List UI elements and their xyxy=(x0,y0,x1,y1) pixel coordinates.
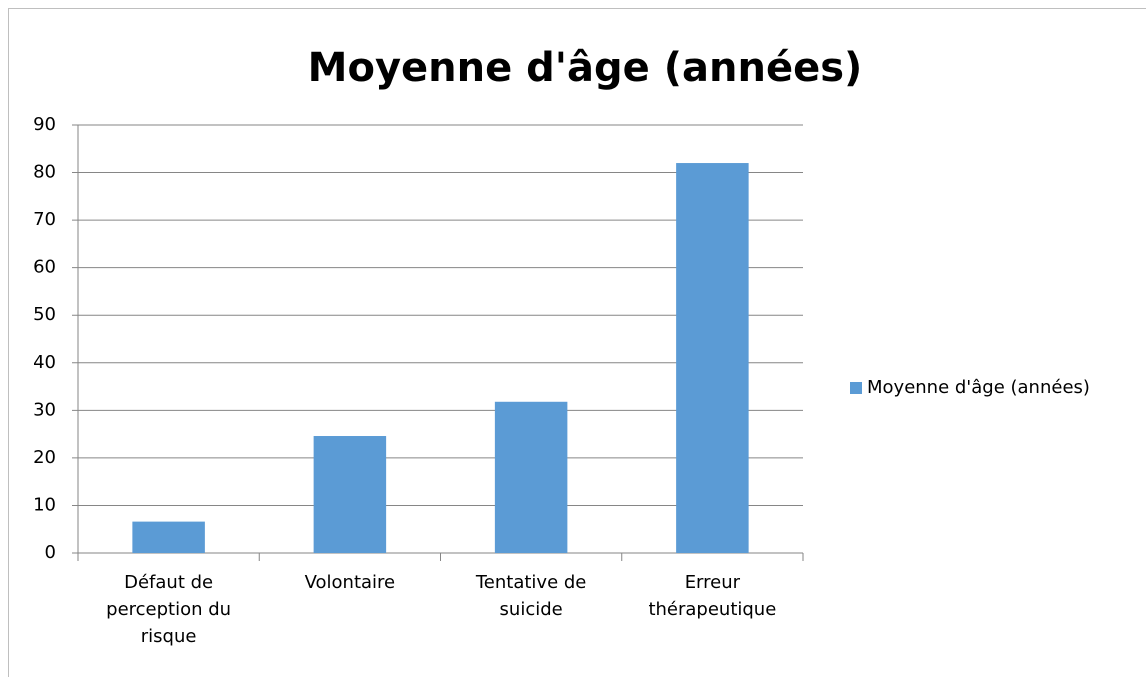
y-tick-label: 60 xyxy=(33,257,56,278)
y-tick-label: 40 xyxy=(33,352,56,373)
x-tick-label: Volontaire xyxy=(304,572,396,593)
bar xyxy=(132,521,205,553)
legend-label: Moyenne d'âge (années) xyxy=(867,377,1090,398)
chart-border xyxy=(8,8,1146,677)
x-tick-label: Défaut de perception du risque xyxy=(106,572,232,647)
chart-title: Moyenne d'âge (années) xyxy=(308,45,863,91)
legend-swatch xyxy=(850,382,862,394)
y-tick-label: 0 xyxy=(45,542,56,563)
x-tick-label: Tentative de suicide xyxy=(475,572,587,620)
y-tick-label: 80 xyxy=(33,162,56,183)
x-tick-label: Erreur thérapeutique xyxy=(648,572,777,620)
y-tick-label: 20 xyxy=(33,447,56,468)
y-tick-label: 30 xyxy=(33,399,56,420)
y-tick-label: 70 xyxy=(33,209,56,230)
bar xyxy=(676,163,749,554)
bar xyxy=(494,401,568,553)
bar xyxy=(313,436,387,553)
y-tick-label: 50 xyxy=(33,304,56,325)
y-tick-label: 10 xyxy=(33,494,56,515)
y-tick-label: 90 xyxy=(33,114,56,135)
